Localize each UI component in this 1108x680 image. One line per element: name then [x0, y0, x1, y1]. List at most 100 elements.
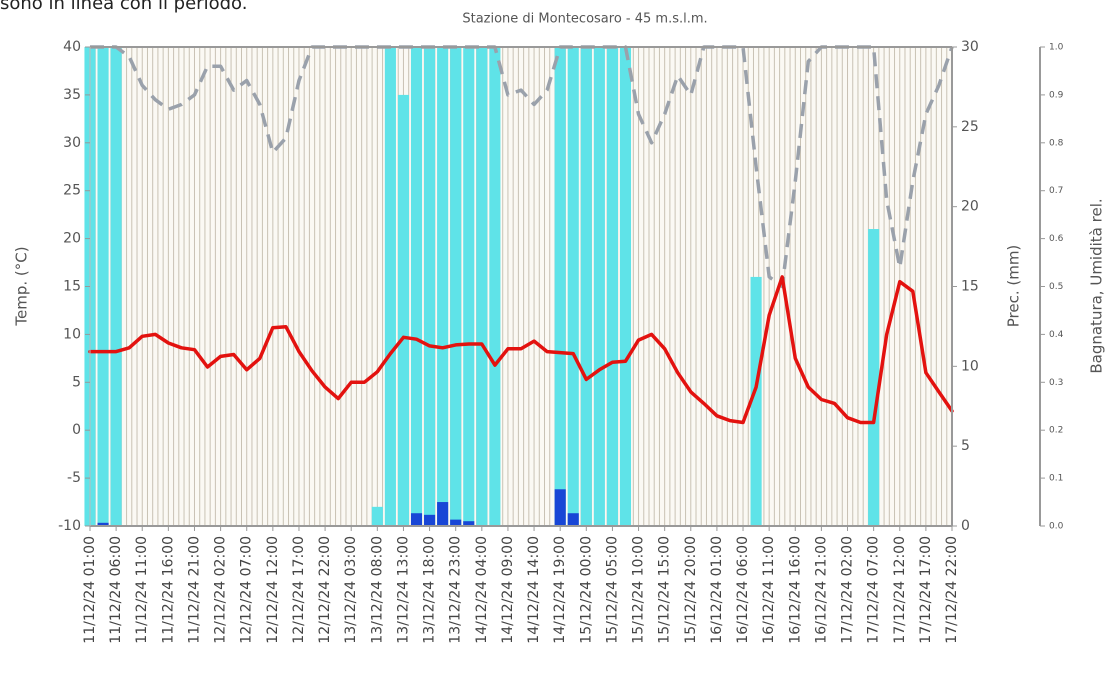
x-tick-label: 16/12/24 21:00: [813, 536, 829, 644]
x-tick-label: 15/12/24 15:00: [657, 536, 673, 644]
y3-tick-label: 0.2: [1049, 426, 1063, 436]
bar: [463, 521, 475, 526]
y2-tick-label: 10: [961, 358, 979, 374]
x-tick-label: 15/12/24 00:00: [578, 536, 594, 644]
x-tick-label: 11/12/24 01:00: [82, 536, 98, 644]
bar: [397, 94, 410, 527]
bar: [371, 506, 383, 526]
bar: [489, 47, 501, 526]
y-tick-label: 40: [63, 39, 81, 55]
x-tick-label: 17/12/24 17:00: [918, 536, 934, 644]
y3-tick-label: 0.4: [1049, 330, 1064, 340]
x-tick-label: 14/12/24 14:00: [526, 536, 542, 644]
x-tick-label: 17/12/24 12:00: [892, 536, 908, 644]
y2-tick-label: 30: [961, 39, 979, 55]
x-tick-label: 12/12/24 12:00: [265, 536, 281, 644]
y-axis-label: Temp. (°C): [13, 246, 31, 326]
x-tick-label: 11/12/24 11:00: [134, 536, 150, 644]
line: [88, 275, 954, 425]
x-tick-label: 14/12/24 09:00: [500, 536, 516, 644]
y-tick-label: 20: [63, 231, 81, 247]
top-text: sono in linea con il periodo.: [0, 0, 247, 14]
x-tick-label: 16/12/24 11:00: [761, 536, 777, 644]
bar: [97, 522, 109, 526]
plot-area: [90, 47, 952, 526]
y3-axis-label: Bagnatura, Umidità rel.: [1088, 198, 1106, 373]
bar: [424, 514, 436, 526]
chart-title: Stazione di Montecosaro - 45 m.s.l.m.: [462, 12, 707, 27]
y3-tick-label: 0.1: [1049, 474, 1063, 484]
bar: [567, 513, 579, 526]
bar: [580, 47, 592, 526]
y-tick-label: 5: [72, 374, 81, 390]
x-tick-label: 17/12/24 02:00: [840, 536, 856, 644]
bar: [437, 47, 449, 526]
x-tick-label: 12/12/24 17:00: [291, 536, 307, 644]
y2-tick-label: 15: [961, 279, 979, 295]
x-tick-label: 13/12/24 03:00: [343, 536, 359, 644]
x-tick-label: 17/12/24 22:00: [944, 536, 960, 644]
bar: [424, 47, 436, 526]
y-tick-label: -10: [58, 518, 81, 534]
bar: [476, 47, 488, 526]
x-tick-label: 12/12/24 22:00: [317, 536, 333, 644]
x-tick-label: 15/12/24 10:00: [631, 536, 647, 644]
bar: [450, 519, 462, 526]
x-tick-label: 13/12/24 08:00: [369, 536, 385, 644]
x-tick-label: 13/12/24 13:00: [395, 536, 411, 644]
y3-tick-label: 1.0: [1049, 43, 1064, 53]
y2-tick-label: 0: [961, 518, 970, 534]
x-tick-label: 13/12/24 18:00: [422, 536, 438, 644]
bar: [606, 47, 618, 526]
bar: [450, 47, 462, 526]
x-tick-label: 16/12/24 06:00: [735, 536, 751, 644]
bar: [567, 47, 579, 526]
bar: [463, 47, 475, 526]
y-tick-label: 15: [63, 279, 81, 295]
y2-axis-label: Prec. (mm): [1005, 245, 1023, 328]
y3-tick-label: 0.6: [1049, 234, 1064, 244]
x-tick-label: 14/12/24 04:00: [474, 536, 490, 644]
y-tick-label: 30: [63, 135, 81, 151]
bar: [384, 47, 396, 526]
bar: [593, 47, 605, 526]
dashed-line: [90, 45, 954, 289]
y2-tick-label: 25: [961, 119, 979, 135]
x-tick-label: 11/12/24 21:00: [186, 536, 202, 644]
x-tick-label: 15/12/24 05:00: [604, 536, 620, 644]
x-tick-label: 12/12/24 02:00: [213, 536, 229, 644]
y-tick-label: 25: [63, 183, 81, 199]
y3-tick-label: 0.0: [1049, 522, 1064, 532]
y-tick-label: 35: [63, 87, 81, 103]
y3-tick-label: 0.3: [1049, 378, 1063, 388]
x-tick-label: 11/12/24 16:00: [160, 536, 176, 644]
bar: [110, 47, 122, 526]
bar: [437, 502, 449, 526]
x-tick-label: 16/12/24 16:00: [787, 536, 803, 644]
x-tick-label: 13/12/24 23:00: [448, 536, 464, 644]
y2-tick-label: 20: [961, 199, 979, 215]
bar: [750, 276, 762, 526]
y-tick-label: 10: [63, 326, 81, 342]
bar: [410, 513, 423, 526]
bar: [97, 47, 109, 526]
x-tick-label: 12/12/24 07:00: [239, 536, 255, 644]
y3-tick-label: 0.9: [1049, 90, 1064, 100]
y-tick-label: 0: [72, 422, 81, 438]
x-tick-label: 15/12/24 20:00: [683, 536, 699, 644]
bar: [619, 47, 632, 526]
bar: [410, 47, 423, 526]
y-tick-label: -5: [67, 470, 81, 486]
x-tick-label: 16/12/24 01:00: [709, 536, 725, 644]
y2-tick-label: 5: [961, 438, 970, 454]
bar: [554, 47, 566, 526]
y3-tick-label: 0.5: [1049, 282, 1063, 292]
x-tick-label: 14/12/24 19:00: [552, 536, 568, 644]
bar: [868, 229, 880, 526]
y3-tick-label: 0.7: [1049, 186, 1063, 196]
y3-tick-label: 0.8: [1049, 138, 1064, 148]
x-tick-label: 17/12/24 07:00: [866, 536, 882, 644]
bar: [554, 489, 566, 526]
x-tick-label: 11/12/24 06:00: [108, 536, 124, 644]
